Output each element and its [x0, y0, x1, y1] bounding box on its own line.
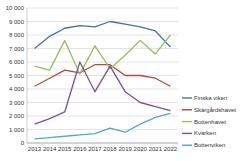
legend-label: Finska viken: [194, 95, 227, 101]
x-tick-label: 2022: [164, 146, 178, 152]
series-line: [35, 22, 171, 49]
x-tick-label: 2018: [103, 146, 117, 152]
legend-swatch: [182, 97, 192, 98]
grid-line: [27, 48, 178, 49]
legend-swatch: [182, 109, 192, 110]
legend-label: Skärgårdshavet: [194, 107, 236, 113]
grid-line: [27, 116, 178, 117]
grid-line: [27, 21, 178, 22]
series-line: [35, 113, 171, 139]
y-tick-label: 2 000: [9, 113, 25, 119]
y-tick-label: 5 000: [9, 73, 25, 79]
series-line: [35, 65, 171, 87]
x-axis: [27, 143, 178, 144]
x-tick-label: 2016: [73, 146, 87, 152]
y-tick-label: 0: [21, 140, 25, 146]
y-tick-label: 9 000: [9, 19, 25, 25]
grid-line: [27, 35, 178, 36]
x-tick-label: 2013: [28, 146, 42, 152]
legend-swatch: [182, 121, 192, 122]
x-tick-label: 2017: [88, 146, 102, 152]
legend-label: Kvarken: [194, 130, 216, 136]
plot-area: [35, 22, 171, 139]
grid-line: [27, 8, 178, 9]
chart: 0 1 000 2 000 3 000 4 000 5 000 6 000 7 000 8 00…: [0, 0, 240, 161]
y-tick-label: 10 000: [6, 5, 25, 11]
grid-line: [27, 143, 178, 144]
grid-line: [27, 102, 178, 103]
y-tick-label: 1 000: [9, 127, 25, 133]
legend-label: Bottenviken: [194, 142, 225, 148]
legend-swatch: [182, 133, 192, 134]
y-axis: [27, 8, 28, 143]
legend-label: Bottenhavet: [194, 119, 226, 125]
y-tick-label: 7 000: [9, 46, 25, 52]
y-tick-label: 6 000: [9, 59, 25, 65]
grid-line: [27, 75, 178, 76]
y-tick-label: 3 000: [9, 100, 25, 106]
grid-line: [27, 62, 178, 63]
grid-line: [27, 89, 178, 90]
x-tick-label: 2019: [118, 146, 132, 152]
legend-swatch: [182, 144, 192, 145]
x-tick-label: 2014: [43, 146, 57, 152]
x-tick-label: 2021: [149, 146, 163, 152]
grid-line: [27, 129, 178, 130]
y-tick-label: 4 000: [9, 86, 25, 92]
x-tick-label: 2015: [58, 146, 72, 152]
x-tick-label: 2020: [134, 146, 148, 152]
y-tick-label: 8 000: [9, 32, 25, 38]
series-line: [35, 62, 171, 124]
series-line: [35, 35, 171, 74]
